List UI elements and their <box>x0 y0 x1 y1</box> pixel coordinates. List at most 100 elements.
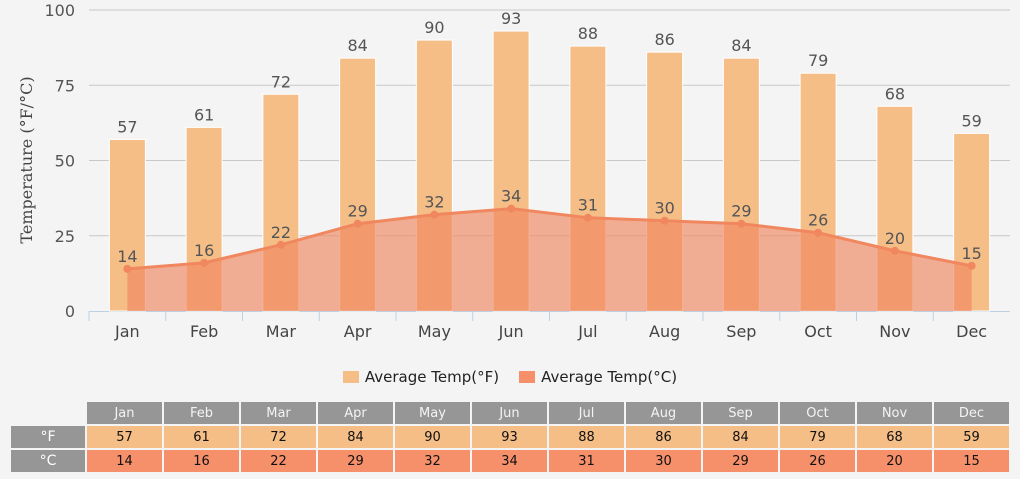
x-tick-label: Dec <box>956 322 987 341</box>
legend-label-c: Average Temp(°C) <box>541 368 678 386</box>
table-header: Sep <box>703 402 778 424</box>
table-cell: 16 <box>164 450 239 472</box>
data-label-c: 26 <box>808 211 828 230</box>
table-header: Jul <box>549 402 624 424</box>
data-label-f: 59 <box>961 111 981 130</box>
y-axis-title: Temperature (°F/°C) <box>17 76 36 243</box>
data-label-f: 86 <box>654 30 674 49</box>
x-tick-label: Apr <box>344 322 372 341</box>
x-tick-label: Oct <box>804 322 832 341</box>
data-label-f: 79 <box>808 51 828 70</box>
legend-label-f: Average Temp(°F) <box>364 368 500 386</box>
data-label-f: 88 <box>578 24 598 43</box>
x-tick-label: May <box>418 322 451 341</box>
table-cell: 26 <box>780 450 855 472</box>
table-header: Dec <box>934 402 1009 424</box>
data-label-f: 57 <box>117 117 137 136</box>
point-c <box>660 216 669 225</box>
data-label-f: 84 <box>731 36 751 55</box>
table-cell: 29 <box>703 450 778 472</box>
point-c <box>353 219 362 228</box>
table-row: °C 14 16 22 29 32 34 31 30 29 26 20 15 <box>11 450 1009 472</box>
table-row: °F 57 61 72 84 90 93 88 86 84 79 68 59 <box>11 426 1009 448</box>
table-cell: 22 <box>241 450 316 472</box>
area-c <box>127 208 972 311</box>
x-tick-label: Jan <box>114 322 140 341</box>
data-label-f: 68 <box>885 84 905 103</box>
data-label-c: 29 <box>731 202 751 221</box>
table-header: Jun <box>472 402 547 424</box>
table-cell: 30 <box>626 450 701 472</box>
data-label-c: 31 <box>578 196 598 215</box>
table-header: Aug <box>626 402 701 424</box>
point-c <box>123 264 132 273</box>
y-tick-label: 100 <box>44 1 75 20</box>
data-label-c: 15 <box>961 244 981 263</box>
x-tick-label: Mar <box>266 322 297 341</box>
table-cell: 14 <box>87 450 162 472</box>
table-cell: 29 <box>318 450 393 472</box>
x-tick-label: Jul <box>577 322 597 341</box>
data-label-f: 61 <box>194 105 214 124</box>
table-cell: 93 <box>472 426 547 448</box>
data-label-c: 30 <box>654 199 674 218</box>
legend-item-f[interactable]: Average Temp(°F) <box>342 368 500 386</box>
x-tick-label: Feb <box>190 322 218 341</box>
point-c <box>507 204 516 213</box>
data-label-f: 72 <box>271 72 291 91</box>
temperature-chart: 0 25 50 75 100 Temperature (°F/°C) Jan Feb Mar Ap… <box>17 1 1010 341</box>
x-tick-label: Jun <box>498 322 524 341</box>
data-label-c: 20 <box>885 229 905 248</box>
data-table: Jan Feb Mar Apr May Jun Jul Aug Sep Oct Nov Dec °F 57… <box>9 400 1011 474</box>
table-cell: 61 <box>164 426 239 448</box>
table-header: Jan <box>87 402 162 424</box>
data-label-f: 90 <box>424 18 444 37</box>
x-tick-label: Nov <box>879 322 910 341</box>
table-corner <box>11 402 85 424</box>
legend: Average Temp(°F) Average Temp(°C) <box>0 368 1020 386</box>
row-label: °F <box>11 426 85 448</box>
point-c <box>890 246 899 255</box>
table-header: Apr <box>318 402 393 424</box>
table-header: Feb <box>164 402 239 424</box>
table-cell: 84 <box>703 426 778 448</box>
table-header: Oct <box>780 402 855 424</box>
table-cell: 68 <box>857 426 932 448</box>
data-label-c: 29 <box>347 202 367 221</box>
y-tick-label: 50 <box>55 152 75 171</box>
data-label-c: 22 <box>271 223 291 242</box>
legend-swatch-c <box>519 371 536 383</box>
data-label-f: 84 <box>347 36 367 55</box>
table-cell: 79 <box>780 426 855 448</box>
line-c <box>127 207 972 271</box>
point-c <box>814 228 823 237</box>
table-cell: 15 <box>934 450 1009 472</box>
data-label-c: 14 <box>117 247 137 266</box>
table-cell: 31 <box>549 450 624 472</box>
data-label-f: 93 <box>501 9 521 28</box>
table-cell: 32 <box>395 450 470 472</box>
table-header: Mar <box>241 402 316 424</box>
point-c <box>200 258 209 267</box>
legend-item-c[interactable]: Average Temp(°C) <box>519 368 677 386</box>
point-c <box>967 261 976 270</box>
table-cell: 72 <box>241 426 316 448</box>
table-cell: 86 <box>626 426 701 448</box>
table-cell: 57 <box>87 426 162 448</box>
point-c <box>276 240 285 249</box>
data-label-c: 16 <box>194 241 214 260</box>
y-tick-label: 25 <box>55 227 75 246</box>
point-c <box>583 213 592 222</box>
legend-swatch-f <box>342 371 359 383</box>
data-label-c: 32 <box>424 193 444 212</box>
data-label-c: 34 <box>501 187 521 206</box>
table-cell: 88 <box>549 426 624 448</box>
table-header: May <box>395 402 470 424</box>
point-c <box>737 219 746 228</box>
x-tick-label: Aug <box>649 322 680 341</box>
y-tick-label: 75 <box>55 76 75 95</box>
x-tick-label: Sep <box>726 322 756 341</box>
table-cell: 90 <box>395 426 470 448</box>
point-c <box>430 210 439 219</box>
table-cell: 84 <box>318 426 393 448</box>
